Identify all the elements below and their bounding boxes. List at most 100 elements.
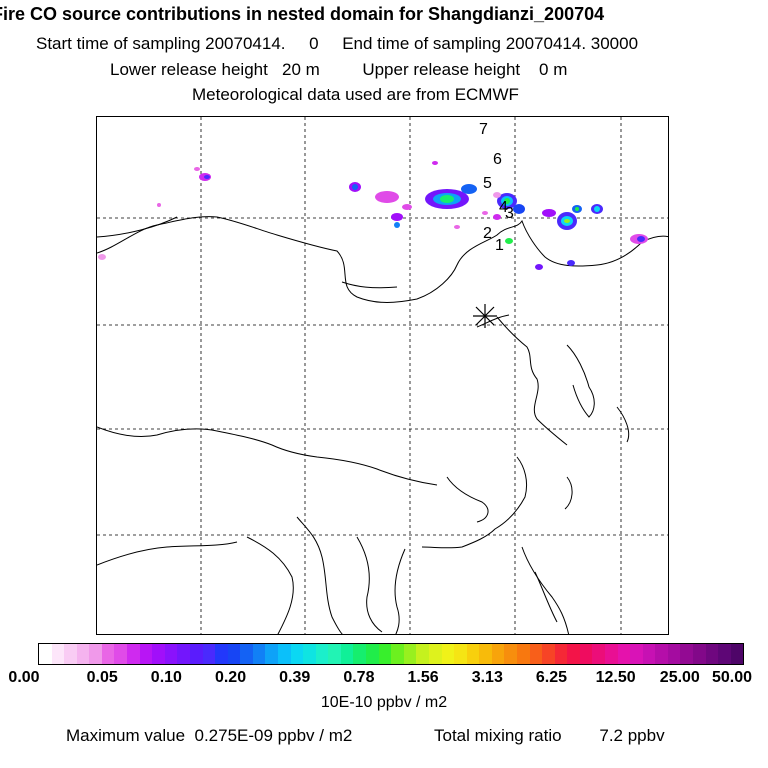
colorbar-segment [277, 644, 291, 664]
colorbar-segment [353, 644, 367, 664]
colorbar-segment [39, 644, 52, 664]
colorbar-segment [491, 644, 505, 664]
map-title: Fire CO source contributions in nested d… [0, 4, 605, 24]
colorbar-tick-label: 50.00 [711, 669, 753, 686]
colorbar-segment [592, 644, 606, 664]
colorbar-segment [705, 644, 719, 664]
max-value-line: Maximum value 0.275E-09 ppbv / m2 [66, 726, 352, 746]
end-value: 20070414. 30000 [505, 34, 639, 53]
start-value: 20070414. 0 [205, 34, 319, 53]
colorbar-segment [642, 644, 656, 664]
colorbar-segment [680, 644, 694, 664]
colorbar-segment [454, 644, 467, 664]
colorbar-segment [667, 644, 681, 664]
asterisk-icon [473, 304, 497, 328]
colorbar-segment [542, 644, 555, 664]
colorbar-tick-label: 12.50 [595, 669, 636, 686]
colorbar-segment [89, 644, 102, 664]
colorbar-segment [378, 644, 392, 664]
coastline-borders [97, 216, 668, 634]
trajectory-label-1: 1 [495, 237, 504, 254]
colorbar-segment [101, 644, 115, 664]
colorbar-segment [227, 644, 241, 664]
upper-release-label: Upper release height [362, 60, 521, 79]
colorbar [38, 643, 744, 665]
max-value: 0.275E-09 ppbv / m2 [194, 726, 353, 745]
colorbar-segment [51, 644, 65, 664]
colorbar-segment [693, 644, 706, 664]
trajectory-label-5: 5 [483, 175, 492, 192]
colorbar-tick-label: 1.56 [407, 669, 439, 686]
colorbar-unit: 10E-10 ppbv / m2 [320, 694, 448, 711]
trajectory-label-4: 4 [499, 199, 508, 216]
colorbar-segment [554, 644, 568, 664]
colorbar-segment [152, 644, 165, 664]
colorbar-segment [630, 644, 643, 664]
colorbar-segment [466, 644, 480, 664]
colorbar-segment [366, 644, 379, 664]
colorbar-segment [164, 644, 178, 664]
colorbar-segment [64, 644, 77, 664]
total-label: Total mixing ratio [434, 726, 562, 745]
colorbar-segment [391, 644, 404, 664]
trajectory-label-2: 2 [483, 225, 492, 242]
colorbar-tick-label: 6.25 [535, 669, 568, 686]
colorbar-segment [340, 644, 354, 664]
colorbar-tick-label: 0.20 [214, 669, 247, 686]
sampling-line: Start time of sampling 20070414. 0 End t… [36, 34, 768, 54]
colorbar-tick-label: 3.13 [471, 669, 503, 686]
map-svg [97, 117, 668, 634]
upper-release-value: 0 m [539, 60, 568, 79]
colorbar-tick-label: 0.05 [86, 669, 118, 686]
end-label: End time of sampling [342, 34, 501, 53]
colorbar-segment [617, 644, 631, 664]
colorbar-segment [655, 644, 668, 664]
colorbar-segment [529, 644, 543, 664]
colorbar-tick-label: 0.00 [8, 669, 40, 686]
trajectory-label-6: 6 [493, 151, 502, 168]
colorbar-segment [516, 644, 530, 664]
colorbar-segment [428, 644, 442, 664]
colorbar-segment [202, 644, 216, 664]
colorbar-segment [579, 644, 593, 664]
colorbar-tick-label: 0.39 [279, 669, 311, 686]
trajectory-label-7: 7 [479, 121, 488, 138]
met-line: Meteorological data used are from ECMWF [192, 85, 519, 104]
colorbar-segment [114, 644, 128, 664]
colorbar-segment [315, 644, 329, 664]
colorbar-segment [567, 644, 580, 664]
colorbar-segment [265, 644, 278, 664]
colorbar-segment [127, 644, 140, 664]
colorbar-segment [177, 644, 190, 664]
colorbar-segment [240, 644, 253, 664]
colorbar-segment [403, 644, 417, 664]
colorbar-segment [303, 644, 316, 664]
colorbar-segment [328, 644, 341, 664]
colorbar-segment [605, 644, 618, 664]
colorbar-tick-label: 0.78 [343, 669, 375, 686]
colorbar-segment [504, 644, 517, 664]
colorbar-segment [441, 644, 455, 664]
colorbar-segment [718, 644, 731, 664]
colorbar-segment [76, 644, 90, 664]
colorbar-segment [730, 644, 744, 664]
colorbar-tick-label: 25.00 [659, 669, 700, 686]
colorbar-segment [139, 644, 153, 664]
map-panel: 1 2 3 4 5 6 7 [96, 116, 669, 635]
colorbar-segment [479, 644, 492, 664]
trajectory-label-3: 3 [505, 205, 514, 222]
total-mixing-line: Total mixing ratio 7.2 ppbv [434, 726, 665, 746]
start-label: Start time of sampling [36, 34, 201, 53]
lower-release-label: Lower release height [110, 60, 268, 79]
colorbar-segment [416, 644, 429, 664]
fire-patches [98, 161, 648, 270]
total-value: 7.2 ppbv [599, 726, 665, 745]
colorbar-segment [189, 644, 203, 664]
colorbar-tick-label: 0.10 [150, 669, 182, 686]
colorbar-segment [215, 644, 228, 664]
release-line: Lower release height 20 m Upper release … [110, 60, 768, 80]
colorbar-segment [290, 644, 304, 664]
max-label: Maximum value [66, 726, 186, 745]
colorbar-segment [252, 644, 266, 664]
lower-release-value: 20 m [282, 60, 320, 79]
